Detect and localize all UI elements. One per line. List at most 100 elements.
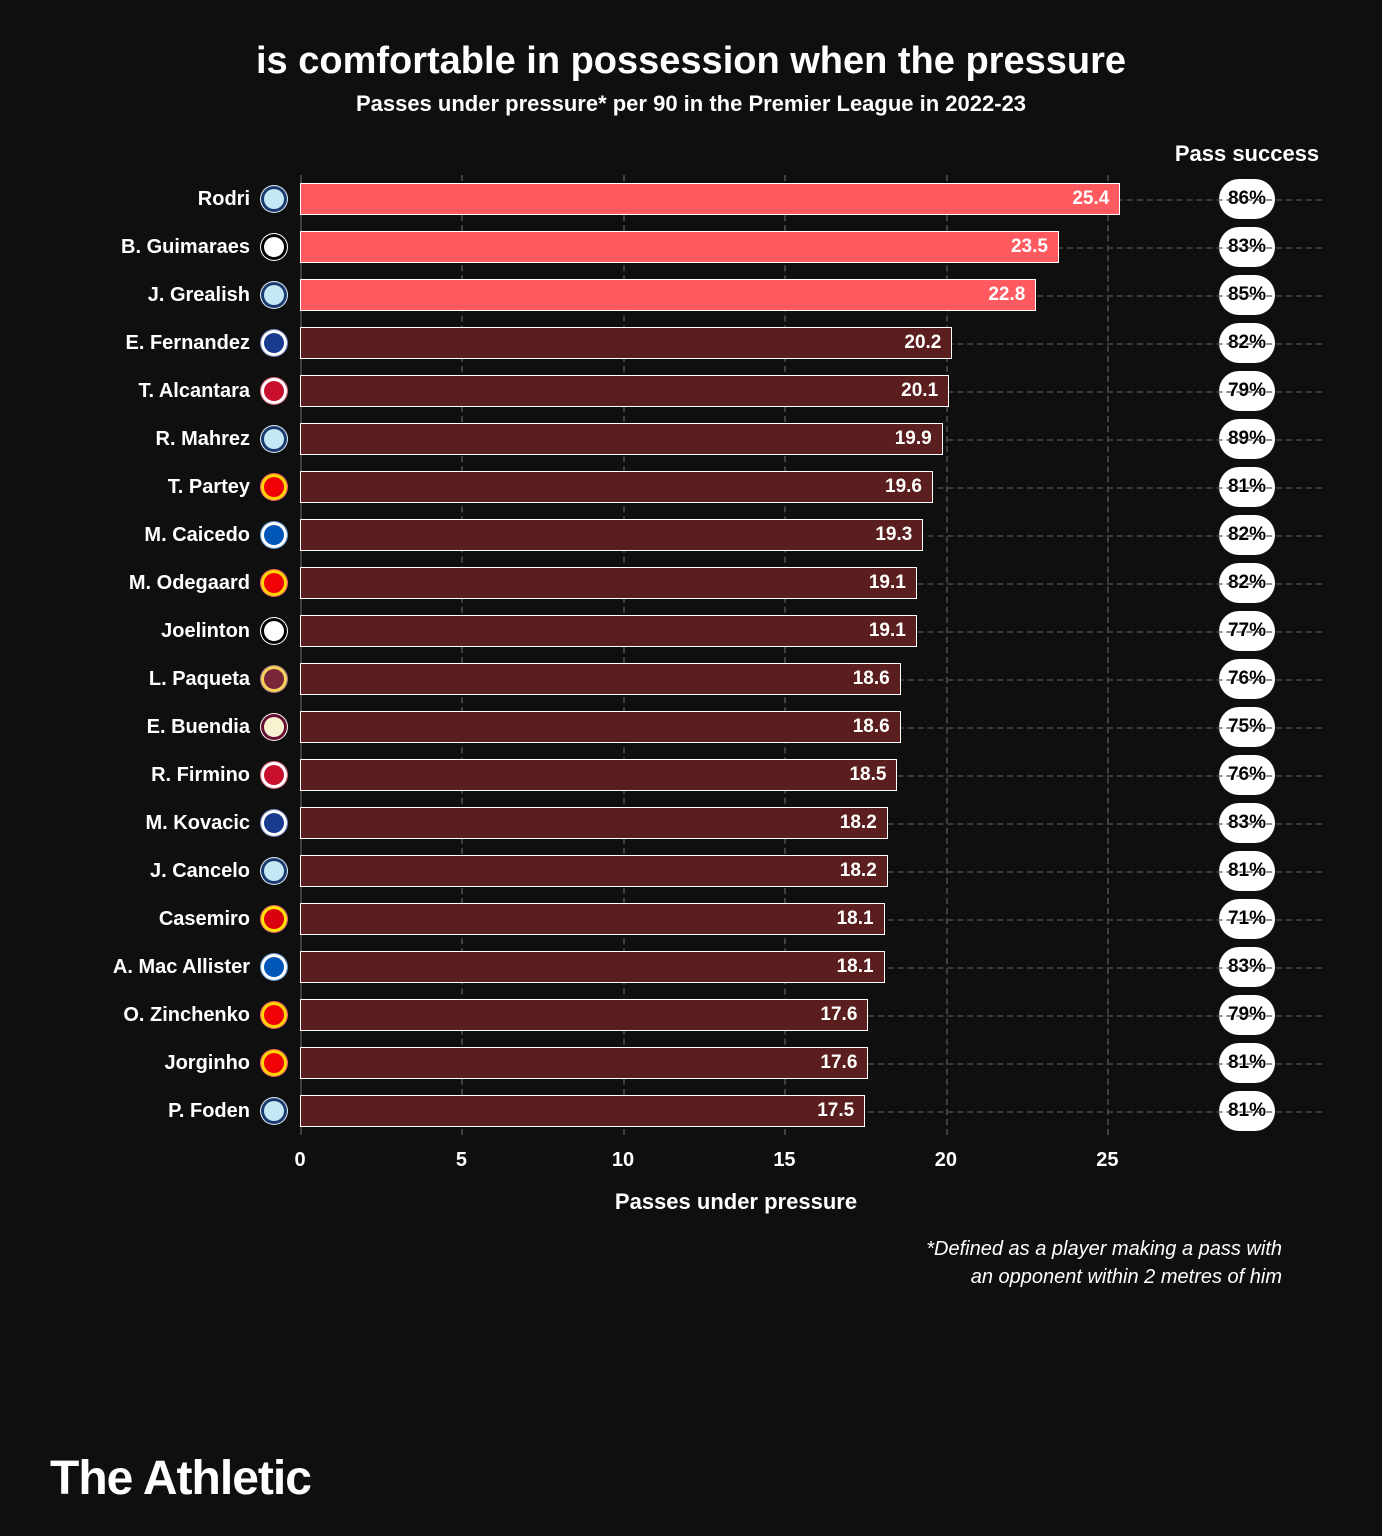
player-name: Jorginho: [60, 1052, 260, 1075]
pass-success-header: Pass success: [1172, 141, 1322, 167]
player-name: L. Paqueta: [60, 668, 260, 691]
bar-row: M. Caicedo19.382%: [60, 511, 1322, 559]
value-bar: 19.1: [300, 615, 917, 647]
value-bar: 19.1: [300, 567, 917, 599]
bar-row: T. Partey19.681%: [60, 463, 1322, 511]
footnote: *Defined as a player making a pass with …: [60, 1235, 1322, 1291]
player-name: R. Mahrez: [60, 428, 260, 451]
chart-header: is comfortable in possession when the pr…: [60, 40, 1322, 117]
player-name: E. Buendia: [60, 716, 260, 739]
player-name: R. Firmino: [60, 764, 260, 787]
bar-row: J. Grealish22.885%: [60, 271, 1322, 319]
bar-track: 25.4: [300, 175, 1172, 223]
x-tick: 20: [935, 1149, 957, 1172]
x-axis: 0510152025: [60, 1143, 1322, 1183]
bar-track: 23.5: [300, 223, 1172, 271]
bar-track: 18.6: [300, 655, 1172, 703]
x-axis-label: Passes under pressure: [60, 1189, 1322, 1215]
value-bar: 17.6: [300, 999, 868, 1031]
club-badge-icon: [260, 953, 288, 981]
player-name: M. Odegaard: [60, 572, 260, 595]
bar-row: E. Fernandez20.282%: [60, 319, 1322, 367]
x-tick: 0: [294, 1149, 305, 1172]
value-bar: 19.6: [300, 471, 933, 503]
bar-row: P. Foden17.581%: [60, 1087, 1322, 1135]
bar-row: B. Guimaraes23.583%: [60, 223, 1322, 271]
club-badge-icon: [260, 569, 288, 597]
bar-row: R. Mahrez19.989%: [60, 415, 1322, 463]
column-headers: Pass success: [60, 141, 1322, 167]
brand-logo: The Athletic: [50, 1451, 311, 1506]
player-name: T. Alcantara: [60, 380, 260, 403]
bar-row: Jorginho17.681%: [60, 1039, 1322, 1087]
x-axis-ticks: 0510152025: [300, 1143, 1172, 1183]
bar-row: L. Paqueta18.676%: [60, 655, 1322, 703]
bar-track: 18.1: [300, 895, 1172, 943]
bar-row: Casemiro18.171%: [60, 895, 1322, 943]
player-name: M. Kovacic: [60, 812, 260, 835]
player-name: Joelinton: [60, 620, 260, 643]
club-badge-icon: [260, 185, 288, 213]
player-name: J. Cancelo: [60, 860, 260, 883]
club-badge-icon: [260, 473, 288, 501]
chart-title: is comfortable in possession when the pr…: [60, 40, 1322, 83]
value-bar: 17.5: [300, 1095, 865, 1127]
bar-track: 19.6: [300, 463, 1172, 511]
club-badge-icon: [260, 425, 288, 453]
footnote-line: an opponent within 2 metres of him: [60, 1263, 1282, 1291]
bar-track: 17.5: [300, 1087, 1172, 1135]
club-badge-icon: [260, 1049, 288, 1077]
bar-track: 19.9: [300, 415, 1172, 463]
bar-track: 19.1: [300, 607, 1172, 655]
value-bar: 23.5: [300, 231, 1059, 263]
bar-track: 17.6: [300, 1039, 1172, 1087]
player-name: T. Partey: [60, 476, 260, 499]
value-bar: 18.2: [300, 855, 888, 887]
bar-row: O. Zinchenko17.679%: [60, 991, 1322, 1039]
club-badge-icon: [260, 905, 288, 933]
bar-row: J. Cancelo18.281%: [60, 847, 1322, 895]
player-name: O. Zinchenko: [60, 1004, 260, 1027]
x-tick: 25: [1096, 1149, 1118, 1172]
bar-track: 18.6: [300, 703, 1172, 751]
value-bar: 19.9: [300, 423, 943, 455]
player-name: J. Grealish: [60, 284, 260, 307]
chart-container: is comfortable in possession when the pr…: [0, 0, 1382, 1536]
bar-row: T. Alcantara20.179%: [60, 367, 1322, 415]
value-bar: 18.6: [300, 711, 901, 743]
bar-row: R. Firmino18.576%: [60, 751, 1322, 799]
bar-rows: Rodri25.486%B. Guimaraes23.583%J. Greali…: [60, 175, 1322, 1135]
bar-track: 19.3: [300, 511, 1172, 559]
bar-track: 20.2: [300, 319, 1172, 367]
bar-track: 18.2: [300, 847, 1172, 895]
value-bar: 20.2: [300, 327, 952, 359]
x-tick: 10: [612, 1149, 634, 1172]
bar-row: A. Mac Allister18.183%: [60, 943, 1322, 991]
chart-subtitle: Passes under pressure* per 90 in the Pre…: [60, 91, 1322, 117]
value-bar: 18.1: [300, 903, 885, 935]
player-name: E. Fernandez: [60, 332, 260, 355]
player-name: P. Foden: [60, 1100, 260, 1123]
club-badge-icon: [260, 857, 288, 885]
club-badge-icon: [260, 809, 288, 837]
value-bar: 25.4: [300, 183, 1120, 215]
club-badge-icon: [260, 713, 288, 741]
player-name: Rodri: [60, 188, 260, 211]
player-name: Casemiro: [60, 908, 260, 931]
value-bar: 18.2: [300, 807, 888, 839]
bar-row: M. Kovacic18.283%: [60, 799, 1322, 847]
bar-row: Joelinton19.177%: [60, 607, 1322, 655]
player-name: B. Guimaraes: [60, 236, 260, 259]
club-badge-icon: [260, 1097, 288, 1125]
club-badge-icon: [260, 329, 288, 357]
player-name: M. Caicedo: [60, 524, 260, 547]
club-badge-icon: [260, 281, 288, 309]
bar-track: 18.1: [300, 943, 1172, 991]
x-tick: 5: [456, 1149, 467, 1172]
club-badge-icon: [260, 521, 288, 549]
bar-row: E. Buendia18.675%: [60, 703, 1322, 751]
bar-row: Rodri25.486%: [60, 175, 1322, 223]
value-bar: 17.6: [300, 1047, 868, 1079]
player-name: A. Mac Allister: [60, 956, 260, 979]
value-bar: 20.1: [300, 375, 949, 407]
